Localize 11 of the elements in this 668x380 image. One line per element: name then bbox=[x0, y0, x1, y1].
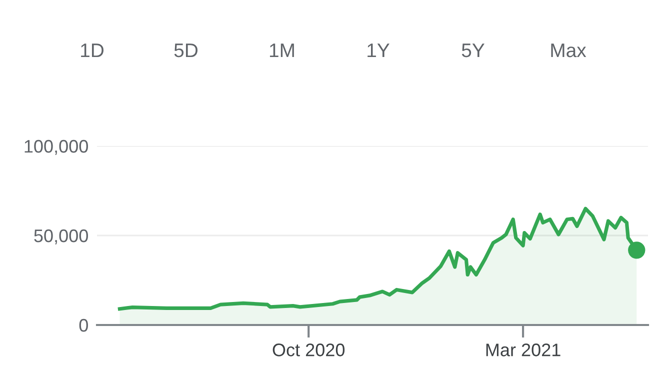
text: 1Y bbox=[368, 44, 390, 58]
y-tick-label: 100,000 bbox=[24, 140, 88, 155]
x-tick-label: Oct 2020 bbox=[272, 344, 345, 356]
y-tick-label: 50,000 bbox=[34, 229, 88, 244]
text: 5D bbox=[174, 44, 198, 58]
x-tick-label: Mar 2021 bbox=[486, 344, 560, 356]
y-tick-label: 0 bbox=[79, 318, 88, 332]
text: 5Y bbox=[462, 44, 484, 58]
text: Max bbox=[551, 44, 586, 58]
text: 1D bbox=[81, 44, 104, 58]
text: 1M bbox=[270, 44, 294, 58]
